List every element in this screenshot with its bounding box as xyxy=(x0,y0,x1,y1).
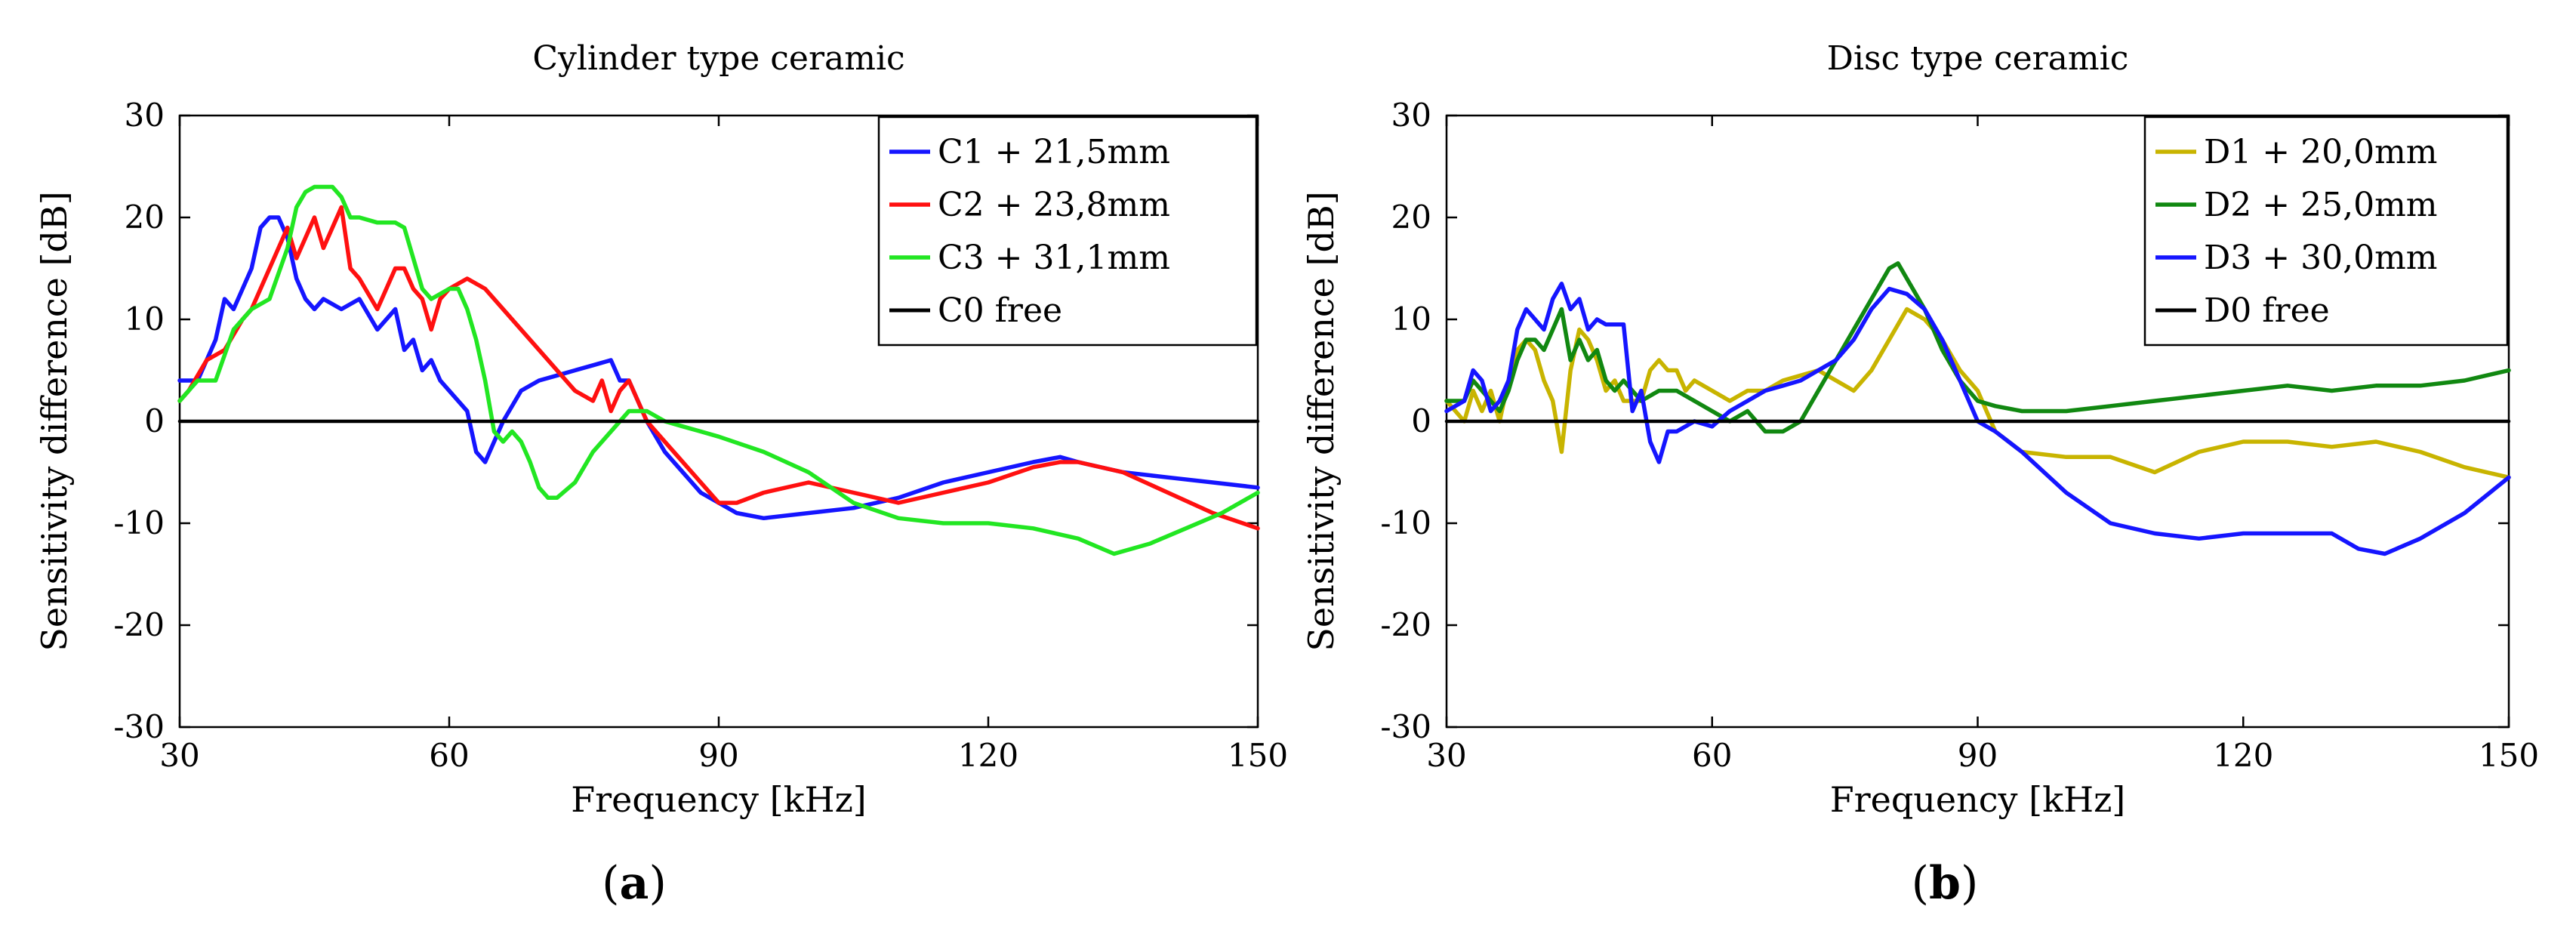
caption-open: ( xyxy=(1912,857,1929,910)
y-tick-label: 20 xyxy=(1391,199,1431,236)
legend-entry: C1 + 21,5mm xyxy=(938,133,1170,171)
legend-entry: C2 + 23,8mm xyxy=(938,186,1170,224)
legend-entry: D0 free xyxy=(2204,291,2330,330)
caption-letter: b xyxy=(1929,857,1961,910)
series-line-0 xyxy=(1444,307,2511,480)
y-tick-label: -10 xyxy=(113,504,165,541)
x-tick-label: 30 xyxy=(159,737,199,774)
x-axis-label: Frequency [kHz] xyxy=(571,779,867,820)
y-tick-label: 30 xyxy=(1391,97,1431,134)
y-tick-label: 20 xyxy=(125,199,165,236)
y-tick-label: -20 xyxy=(1380,606,1431,643)
caption-close: ) xyxy=(1961,857,1978,910)
legend-box xyxy=(2143,116,2509,347)
y-tick-label: -30 xyxy=(113,708,165,745)
legend-box xyxy=(877,116,1258,347)
y-tick-label: -10 xyxy=(1380,504,1431,541)
caption-letter: a xyxy=(620,857,649,910)
chart-panel-b: 30 60 90 120 150 30 20 10 0 -10 -20 -30 Disc type ce… xyxy=(1301,39,2539,910)
x-tick-label: 150 xyxy=(1228,737,1288,774)
y-tick-label: 10 xyxy=(125,300,165,337)
y-tick-label: 10 xyxy=(1391,300,1431,337)
y-tick-label: -30 xyxy=(1380,708,1431,745)
x-tick-label: 120 xyxy=(958,737,1018,774)
caption-close: ) xyxy=(649,857,666,910)
legend: D1 + 20,0mm D2 + 25,0mm D3 + 30,0mm D0 free xyxy=(2143,116,2509,347)
series-line-2 xyxy=(1444,282,2511,556)
legend-entry: D3 + 30,0mm xyxy=(2204,239,2438,277)
legend-entry: C3 + 31,1mm xyxy=(938,239,1170,277)
x-tick-label: 30 xyxy=(1426,737,1466,774)
panel-caption: (a) xyxy=(602,857,667,910)
y-tick-label: -20 xyxy=(113,606,165,643)
legend-entry: D2 + 25,0mm xyxy=(2204,186,2438,224)
y-tick-label: 0 xyxy=(144,402,165,439)
chart-title: Disc type ceramic xyxy=(1827,39,2129,78)
y-tick-label: 0 xyxy=(1411,402,1431,439)
chart-title: Cylinder type ceramic xyxy=(532,39,904,78)
x-tick-label: 60 xyxy=(429,737,469,774)
y-axis-label: Sensitivity difference [dB] xyxy=(1301,191,1342,651)
x-tick-label: 60 xyxy=(1692,737,1732,774)
legend-entry: D1 + 20,0mm xyxy=(2204,133,2438,171)
x-axis-label: Frequency [kHz] xyxy=(1830,779,2126,820)
x-tick-label: 90 xyxy=(1958,737,1998,774)
series-line-2 xyxy=(177,184,1260,556)
chart-panel-a: 30 60 90 120 150 30 20 10 0 -10 -20 -30 Cylinder typ… xyxy=(34,39,1288,910)
x-tick-label: 90 xyxy=(698,737,738,774)
x-tick-label: 120 xyxy=(2213,737,2273,774)
x-tick-label: 150 xyxy=(2479,737,2539,774)
legend-entry: C0 free xyxy=(938,291,1062,330)
y-tick-label: 30 xyxy=(125,97,165,134)
caption-open: ( xyxy=(602,857,619,910)
legend: C1 + 21,5mm C2 + 23,8mm C3 + 31,1mm C0 free xyxy=(877,116,1258,347)
y-axis-label: Sensitivity difference [dB] xyxy=(34,191,75,651)
panel-caption: (b) xyxy=(1912,857,1979,910)
